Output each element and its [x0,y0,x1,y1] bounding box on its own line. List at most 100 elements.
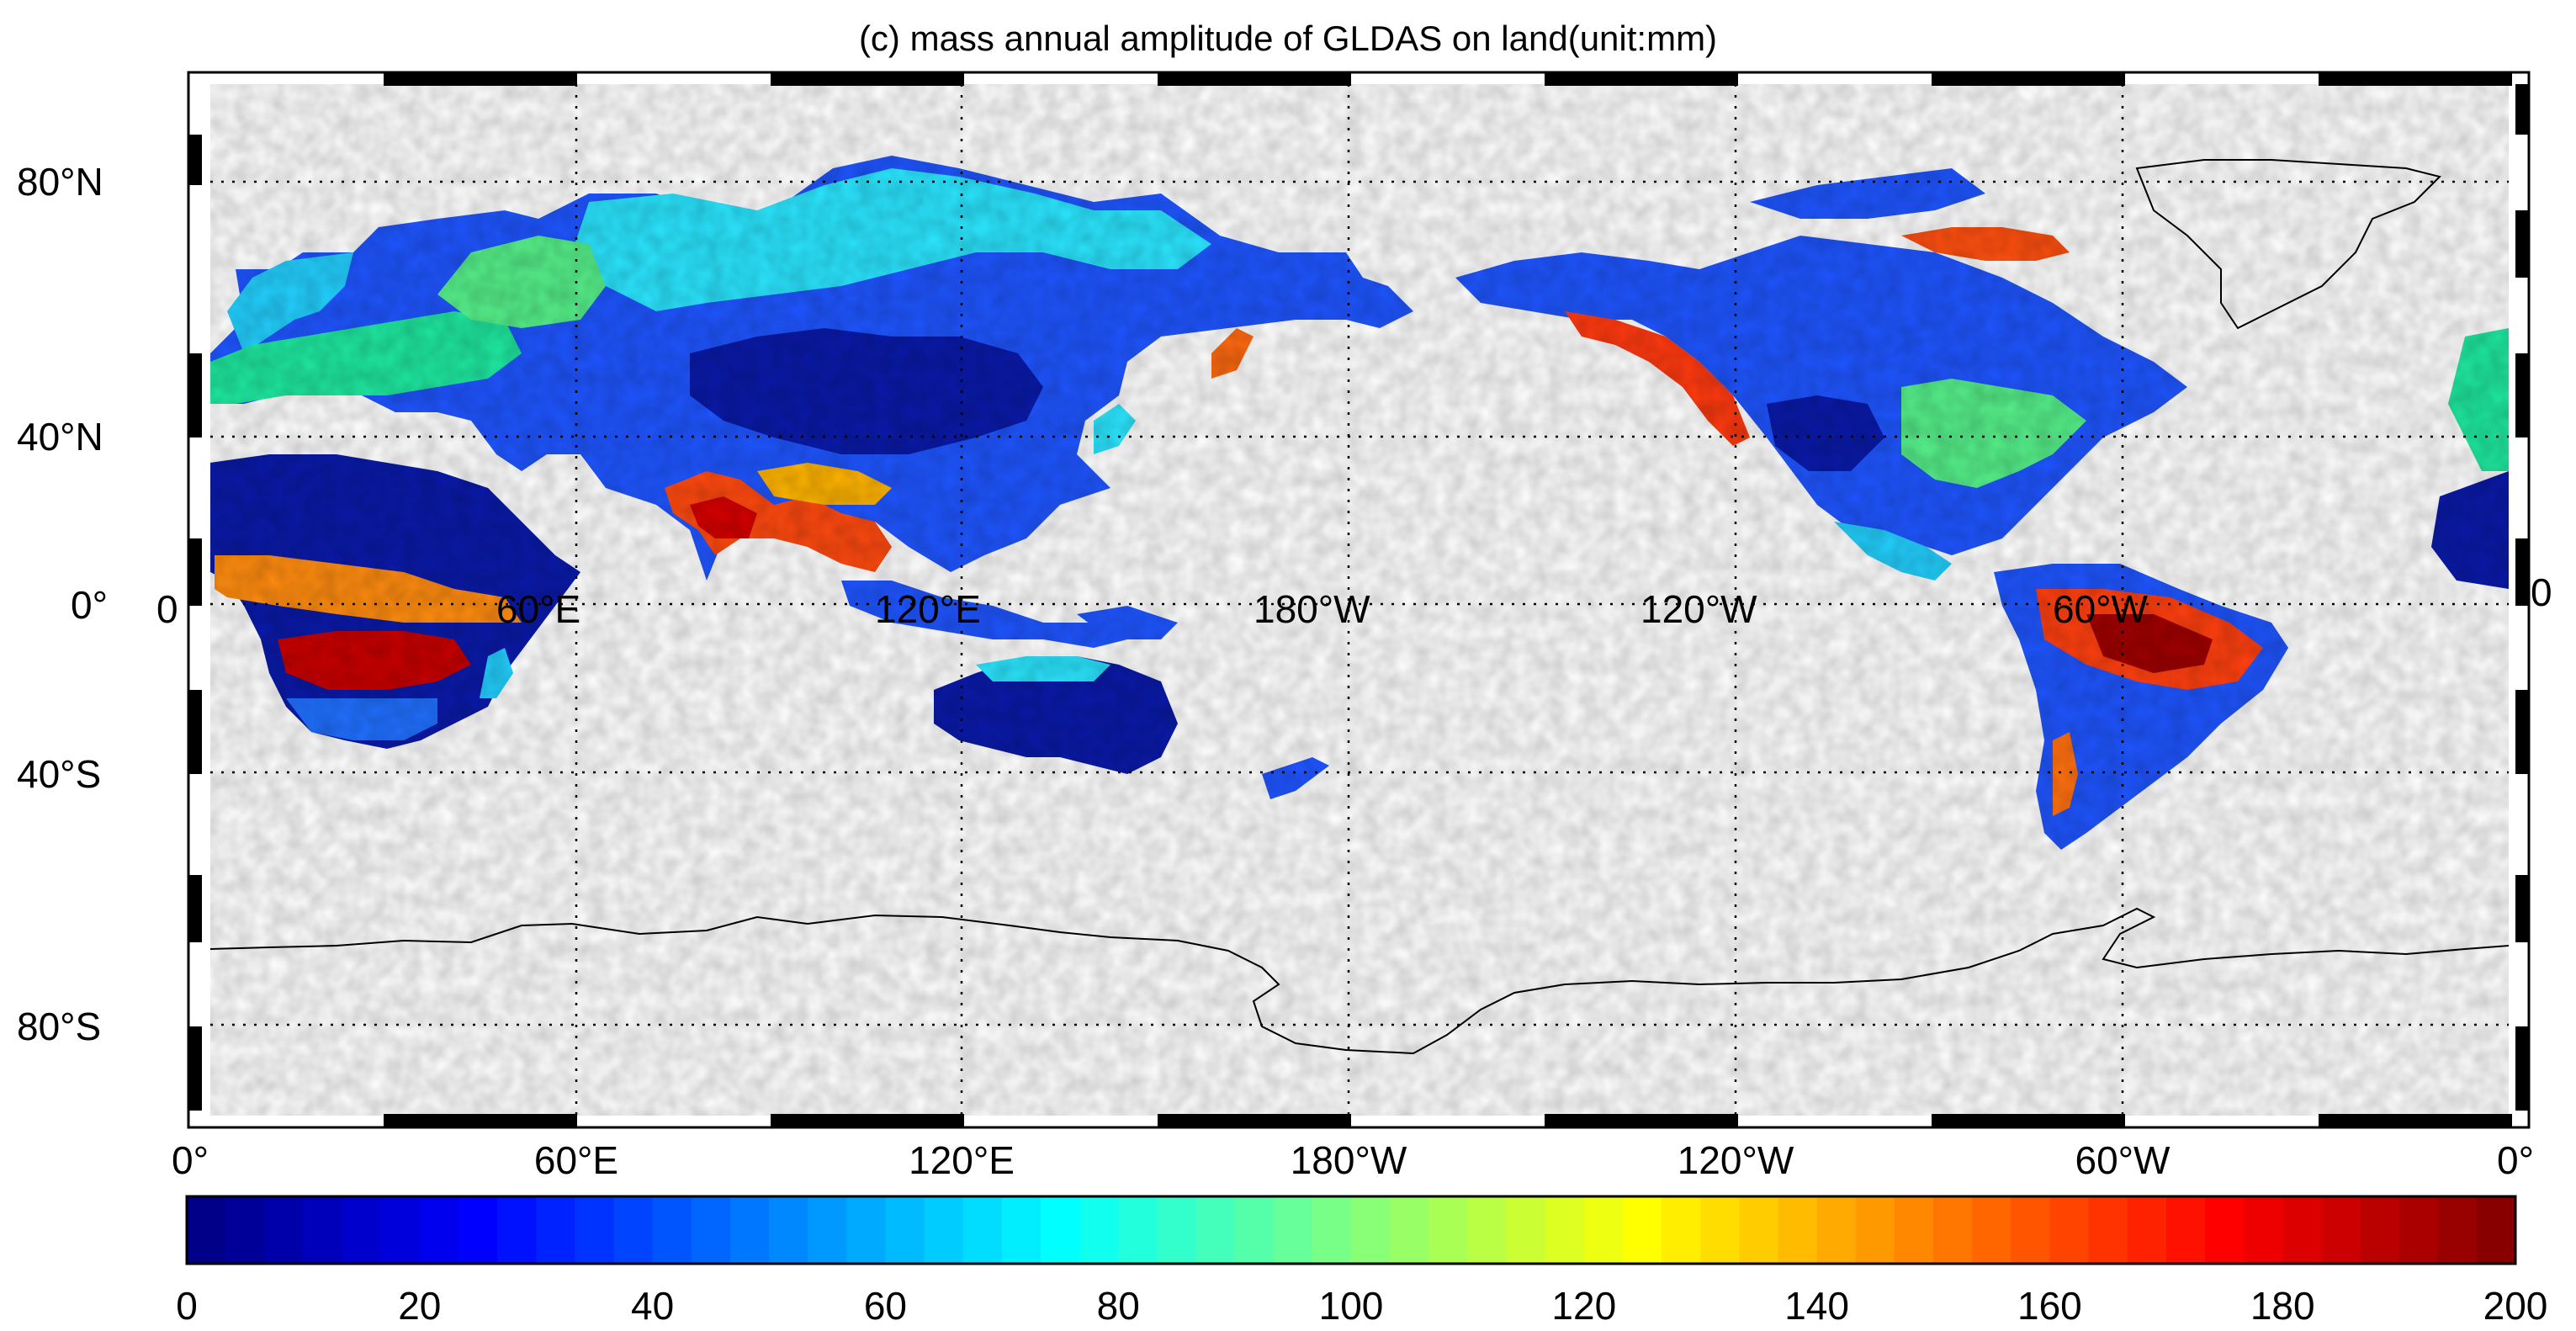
colorbar-bin [1622,1196,1662,1264]
colorbar-bin [2476,1196,2516,1264]
colorbar-bin [2165,1196,2206,1264]
colorbar-bin [1040,1196,1080,1264]
colorbar-bin [1079,1196,1119,1264]
colorbar-bins [187,1196,2516,1264]
colorbar-bin [1816,1196,1857,1264]
colorbar-bin [497,1196,537,1264]
colorbar-ticks: 0 20 40 60 80 100 120 140 160 180 200 [176,1284,2547,1328]
lat-label-40s: 40°S [17,752,101,796]
lon-inside-60e: 60°E [496,587,580,631]
colorbar-bin [962,1196,1003,1264]
lon-label-0-right: 0° [2497,1138,2534,1182]
colorbar: 0 20 40 60 80 100 120 140 160 180 200 [176,1195,2547,1328]
colorbar-bin [380,1196,421,1264]
colorbar-bin [846,1196,887,1264]
gridlines [210,84,2509,1116]
colorbar-bin [1157,1196,1197,1264]
colorbar-tick-label: 100 [1319,1284,1384,1328]
colorbar-bin [1778,1196,1818,1264]
colorbar-tick-label: 160 [2017,1284,2082,1328]
lon-inside-180w: 180°W [1254,587,1370,631]
colorbar-bin [264,1196,305,1264]
colorbar-bin [808,1196,848,1264]
colorbar-bin [419,1196,459,1264]
lon-label-120w: 120°W [1678,1138,1794,1182]
colorbar-border [185,1195,2517,1265]
colorbar-tick-label: 40 [631,1284,674,1328]
colorbar-tick-label: 20 [398,1284,441,1328]
colorbar-bin [1273,1196,1313,1264]
lat-label-80s: 80°S [17,1005,101,1048]
lat-label-0: 0° [71,583,108,627]
land-layer [210,84,2509,1116]
colorbar-bin [1662,1196,1701,1264]
colorbar-bin [1894,1196,1934,1264]
lon-labels-inside: 0 60°E 120°E 180°W 120°W 60°W 0 [156,570,2552,631]
colorbar-bin [2282,1196,2323,1264]
colorbar-bin [2011,1196,2051,1264]
colorbar-tick-label: 140 [1784,1284,1849,1328]
colorbar-bin [2088,1196,2128,1264]
colorbar-bin [2127,1196,2167,1264]
lon-label-60w: 60°W [2075,1138,2171,1182]
colorbar-bin [691,1196,731,1264]
colorbar-tick-label: 80 [1097,1284,1140,1328]
colorbar-bin [187,1196,226,1264]
colorbar-bin [575,1196,615,1264]
colorbar-bin [652,1196,692,1264]
colorbar-bin [1467,1196,1508,1264]
lon-inside-0-right: 0 [2531,570,2552,614]
colorbar-bin [225,1196,266,1264]
colorbar-bin [1700,1196,1741,1264]
lon-label-180w: 180°W [1291,1138,1407,1182]
colorbar-bin [1234,1196,1275,1264]
colorbar-bin [303,1196,343,1264]
colorbar-bin [924,1196,964,1264]
map-title: (c) mass annual amplitude of GLDAS on la… [859,19,1717,58]
colorbar-bin [769,1196,808,1264]
colorbar-bin [1933,1196,1973,1264]
colorbar-tick-label: 120 [1551,1284,1616,1328]
lon-label-0-left: 0° [172,1138,209,1182]
colorbar-bin [1545,1196,1585,1264]
colorbar-bin [885,1196,925,1264]
colorbar-bin [1195,1196,1236,1264]
colorbar-bin [458,1196,498,1264]
colorbar-bin [1312,1196,1352,1264]
lon-labels-bottom: 0° 60°E 120°E 180°W 120°W 60°W 0° [172,1138,2534,1182]
colorbar-bin [342,1196,382,1264]
lat-label-40n: 40°N [17,415,103,459]
colorbar-bin [1351,1196,1391,1264]
colorbar-bin [1506,1196,1546,1264]
lon-inside-120w: 120°W [1640,587,1757,631]
colorbar-bin [1118,1196,1158,1264]
lat-labels: 80°N 40°N 0° 40°S 80°S [17,160,108,1048]
colorbar-bin [2360,1196,2400,1264]
colorbar-bin [2049,1196,2090,1264]
lon-inside-60w: 60°W [2053,587,2149,631]
colorbar-tick-label: 180 [2250,1284,2315,1328]
colorbar-bin [536,1196,576,1264]
colorbar-bin [2204,1196,2245,1264]
lat-label-80n: 80°N [17,160,103,204]
colorbar-bin [2321,1196,2361,1264]
colorbar-bin [2244,1196,2283,1264]
lon-label-60e: 60°E [534,1138,618,1182]
colorbar-tick-label: 60 [864,1284,907,1328]
colorbar-bin [729,1196,770,1264]
colorbar-tick-label: 0 [176,1284,198,1328]
lon-label-120e: 120°E [909,1138,1015,1182]
colorbar-bin [1428,1196,1469,1264]
lon-inside-0: 0 [156,587,178,631]
colorbar-bin [1855,1196,1895,1264]
colorbar-bin [2437,1196,2478,1264]
colorbar-tick-label: 200 [2483,1284,2548,1328]
lon-inside-120e: 120°E [875,587,981,631]
colorbar-bin [1583,1196,1624,1264]
colorbar-bin [1001,1196,1042,1264]
colorbar-bin [1390,1196,1430,1264]
colorbar-bin [2398,1196,2439,1264]
colorbar-bin [613,1196,654,1264]
map-frame-ticks [188,72,2529,1127]
colorbar-bin [1739,1196,1779,1264]
